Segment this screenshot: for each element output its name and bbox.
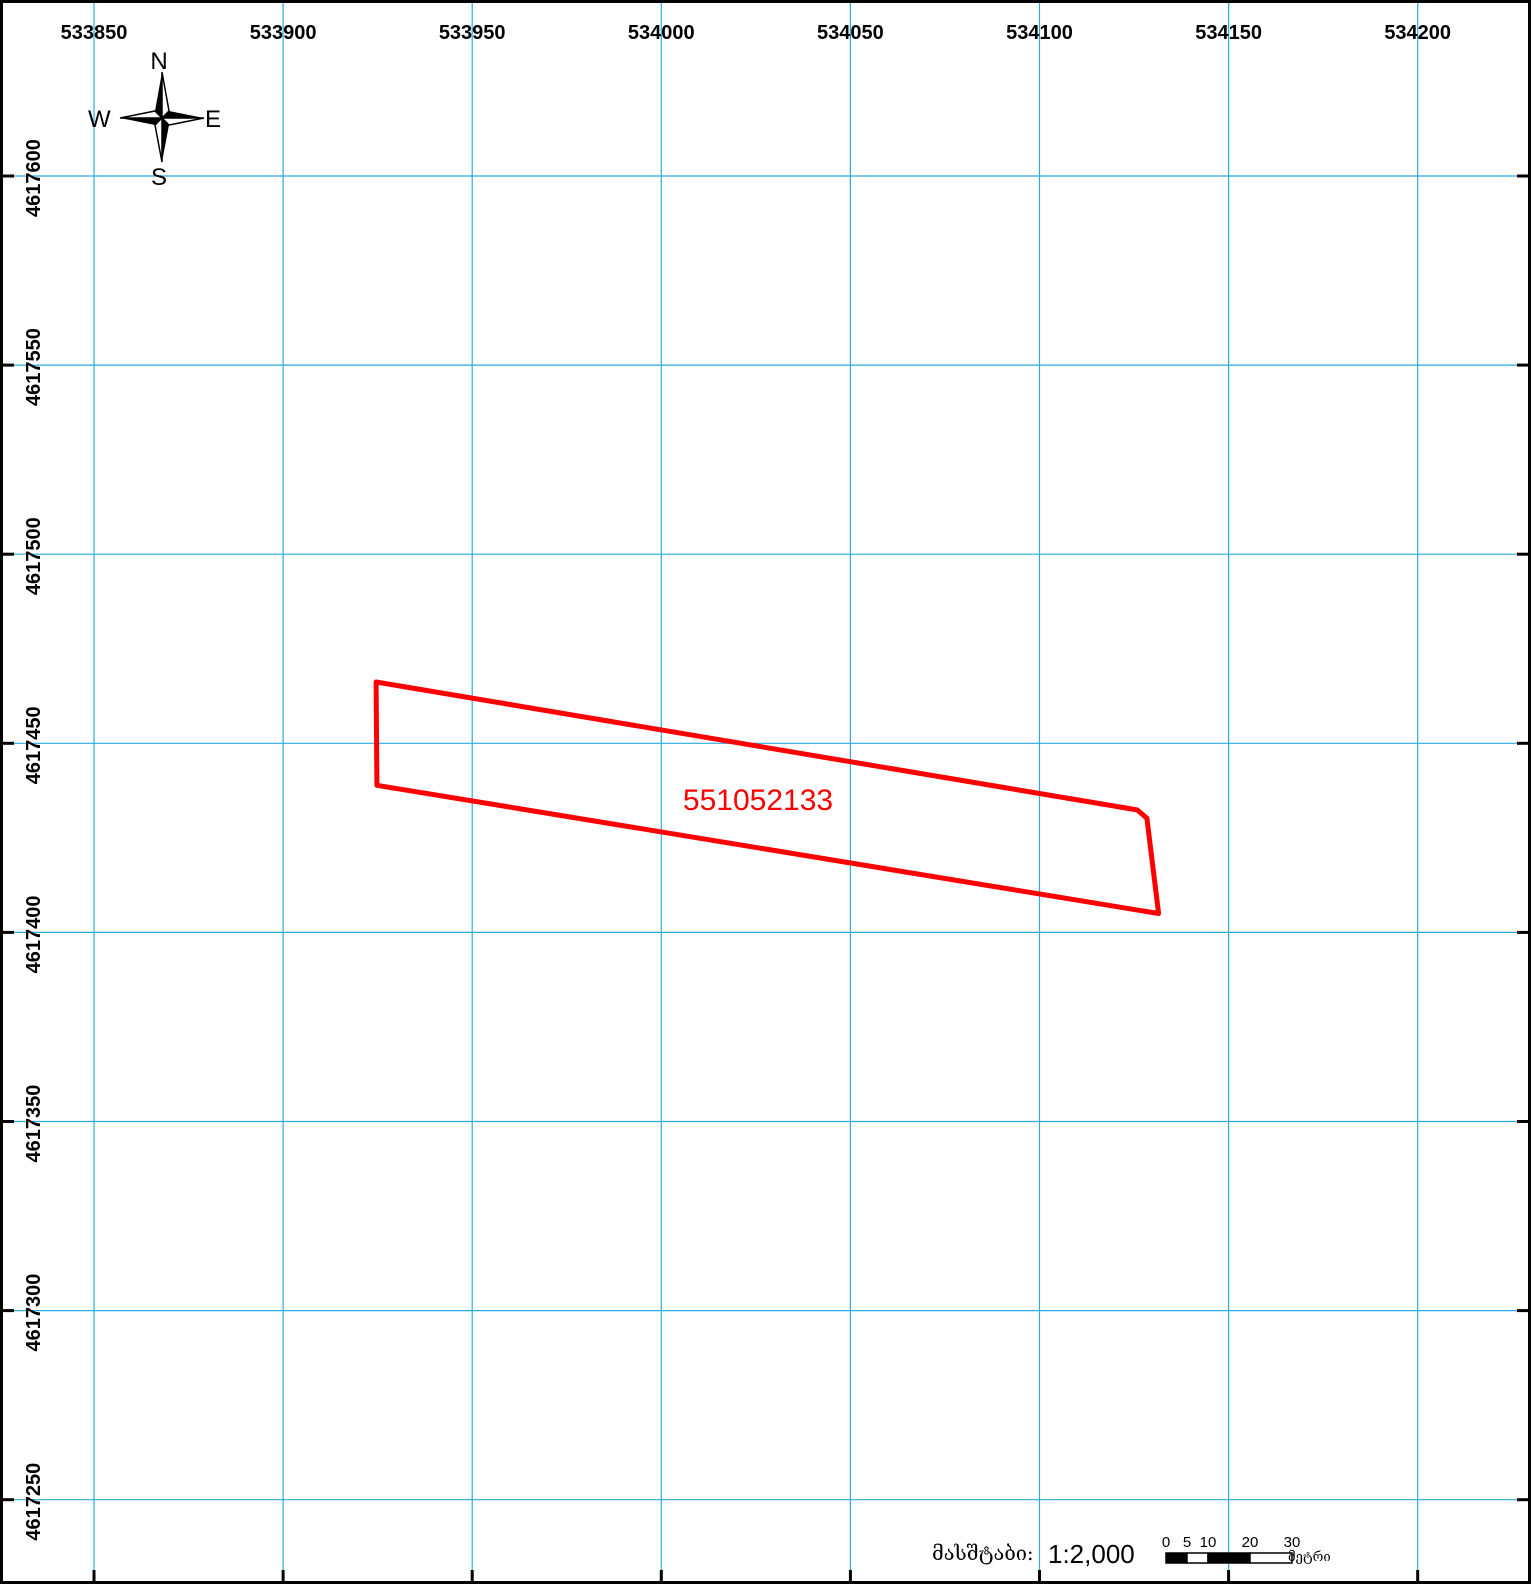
scale-ratio: 1:2,000 bbox=[1048, 1539, 1135, 1569]
y-tick-label: 4617400 bbox=[23, 895, 45, 973]
compass-east-label: E bbox=[205, 106, 221, 133]
scale-bar-numbers: 0 5 10 20 30 bbox=[1162, 1534, 1301, 1551]
compass-south-label: S bbox=[151, 164, 167, 191]
scale-tick-label: 20 bbox=[1242, 1534, 1259, 1551]
x-tick-label: 534200 bbox=[1384, 22, 1451, 44]
compass-north-label: N bbox=[150, 48, 167, 75]
y-tick-label: 4617350 bbox=[23, 1085, 45, 1163]
scale-bar-segment bbox=[1207, 1552, 1251, 1564]
scale-tick-label: 30 bbox=[1284, 1534, 1301, 1551]
scale-bar-segment bbox=[1165, 1552, 1188, 1564]
scale-tick-label: 10 bbox=[1200, 1534, 1217, 1551]
x-tick-label: 533850 bbox=[61, 22, 128, 44]
parcel-boundary[interactable] bbox=[373, 679, 1162, 916]
y-tick-label: 4617550 bbox=[23, 328, 45, 406]
scale-bar-graphic bbox=[1165, 1552, 1293, 1564]
scale-bar-segment bbox=[1249, 1552, 1293, 1564]
x-tick-label: 534000 bbox=[628, 22, 695, 44]
frame-ticks bbox=[0, 174, 1531, 1584]
parcel-id-label: 551052133 bbox=[683, 784, 833, 817]
y-tick-label: 4617250 bbox=[23, 1463, 45, 1541]
x-tick-label: 533900 bbox=[250, 22, 317, 44]
scale-unit: მეტრი bbox=[1288, 1550, 1331, 1565]
x-tick-label: 534050 bbox=[817, 22, 884, 44]
y-tick-label: 4617600 bbox=[23, 139, 45, 217]
parcel-layer: 551052133 bbox=[373, 679, 1162, 916]
x-tick-label: 534150 bbox=[1195, 22, 1262, 44]
y-tick-label: 4617500 bbox=[23, 517, 45, 595]
scale-title: მასშტაბი: bbox=[932, 1541, 1034, 1565]
scale-bar-segment bbox=[1186, 1552, 1209, 1564]
y-tick-label: 4617450 bbox=[23, 706, 45, 784]
north-arrow-icon: N S E W bbox=[88, 48, 221, 191]
y-axis-labels: 4617600 4617550 4617500 4617450 4617400 46173… bbox=[23, 139, 45, 1541]
compass-west-label: W bbox=[88, 106, 111, 133]
scale-bar: მასშტაბი: 1:2,000 0 5 10 20 30 მეტრი bbox=[932, 1534, 1331, 1569]
x-axis-labels: 533850 533900 533950 534000 534050 534100 5341… bbox=[61, 22, 1451, 44]
y-tick-label: 4617300 bbox=[23, 1274, 45, 1352]
scale-tick-label: 5 bbox=[1183, 1534, 1191, 1551]
x-tick-label: 533950 bbox=[439, 22, 506, 44]
x-tick-label: 534100 bbox=[1006, 22, 1073, 44]
scale-tick-label: 0 bbox=[1162, 1534, 1170, 1551]
